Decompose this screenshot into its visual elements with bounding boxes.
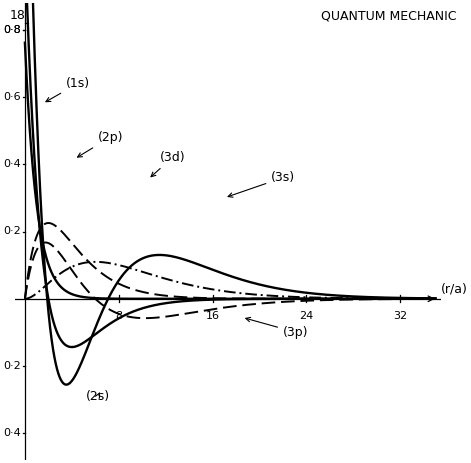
Text: 0·4: 0·4 (4, 159, 21, 169)
Text: (2p): (2p) (78, 131, 123, 157)
Text: (3p): (3p) (246, 318, 309, 339)
Text: (2s): (2s) (86, 390, 110, 403)
Text: 32: 32 (393, 311, 407, 320)
Text: 8: 8 (115, 311, 122, 320)
Text: 24: 24 (299, 311, 314, 320)
Text: 0·6: 0·6 (4, 92, 21, 102)
Text: (3s): (3s) (228, 171, 295, 197)
Text: (r/a): (r/a) (441, 282, 468, 295)
Text: 0·2: 0·2 (4, 226, 21, 237)
Text: 0·2: 0·2 (4, 361, 21, 371)
Text: 0·8: 0·8 (4, 25, 21, 35)
Text: 0·4: 0·4 (4, 428, 21, 438)
Text: 18: 18 (9, 9, 25, 22)
Text: 16: 16 (205, 311, 219, 320)
Text: QUANTUM MECHANIC: QUANTUM MECHANIC (321, 9, 457, 22)
Text: 0·8: 0·8 (4, 25, 21, 35)
Text: (1s): (1s) (46, 77, 90, 102)
Text: (3d): (3d) (151, 151, 186, 177)
